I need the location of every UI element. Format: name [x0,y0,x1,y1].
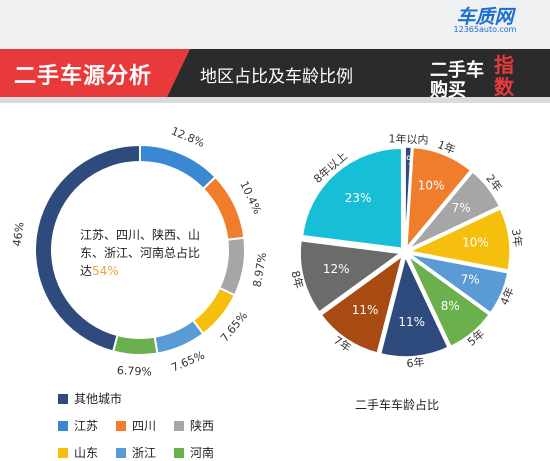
logo-line1: 二手车 [430,60,484,81]
legend-label: 其他城市 [74,392,123,406]
legend-item-1-1: 四川 [116,417,156,434]
age-slice-7 [320,254,404,354]
age-value-label-5: 8% [441,299,460,313]
legend-item-1-0: 江苏 [58,417,98,434]
age-slice-9 [301,147,403,250]
donut-slice-5 [111,333,159,356]
legend-swatch [58,421,68,431]
age-category-label-8: 8年 [288,269,306,290]
legend-label: 山东 [74,446,99,460]
donut-label-2: 8.97% [251,252,270,289]
donut-slice-6 [34,143,141,353]
age-slice-1 [405,146,472,250]
age-value-label-1: 10% [418,178,445,192]
header-shadow [0,97,550,103]
age-slice-5 [407,255,491,348]
region-donut-chart: 12.8%10.4%8.97%7.65%7.65%6.79%46% [11,124,270,378]
age-value-label-7: 11% [352,303,379,317]
age-category-label-1: 1年 [436,137,458,157]
donut-center-text: 江苏、四川、陕西、山东、浙江、河南总占比达54% [80,226,210,280]
legend-label: 江苏 [74,419,99,433]
age-value-label-6: 11% [398,315,425,329]
age-category-label-6: 6年 [406,355,425,371]
donut-label-0: 12.8% [169,124,206,150]
logo-site-url: 12365auto.com [453,25,517,34]
donut-slice-4 [153,318,205,355]
age-slice-3 [407,207,511,271]
donut-label-4: 7.65% [169,349,206,375]
legend-swatch [174,421,184,431]
age-value-label-9: 23% [345,191,372,205]
legend-label: 四川 [132,419,157,433]
age-slice-0 [404,146,413,248]
legend-swatch [116,448,126,458]
legend-swatch [116,421,126,431]
logo-line2: 购买 [430,80,466,101]
donut-slice-2 [218,236,246,297]
legend-label: 河南 [190,446,215,460]
age-chart-title: 二手车车龄占比 [355,398,440,412]
legend-swatch [174,448,184,458]
age-value-label-8: 12% [323,262,350,276]
section-subtitle: 地区占比及车龄比例 [200,67,353,87]
legend-swatch [58,394,68,404]
age-value-label-4: 7% [461,273,480,287]
age-category-label-3: 3年 [509,228,525,248]
legend-swatch [58,448,68,458]
logo-site-name: 车质网 [456,6,514,28]
logo-index-label: 指数 [494,53,514,99]
donut-center-prefix: 江苏、四川、陕西、山东、浙江、河南总占比达 [80,228,201,278]
legend-label: 浙江 [132,446,157,460]
donut-label-1: 10.4% [237,179,264,216]
section-tag-label: 二手车源分析 [14,64,153,89]
section-tag [0,49,190,97]
donut-label-6: 46% [11,221,27,247]
legend-item-1-2: 陕西 [174,417,214,434]
legend-label: 陕西 [190,419,215,433]
donut-label-5: 6.79% [117,364,153,379]
age-value-label-3: 10% [462,236,489,250]
age-category-label-4: 4年 [497,285,517,307]
age-slice-2 [408,170,501,250]
age-slice-8 [299,239,403,314]
age-category-label-0: 1年以内 [388,131,428,146]
age-slice-4 [409,253,509,314]
legend-item-0-0: 其他城市 [58,390,122,407]
donut-slice-0 [139,143,217,191]
donut-center-value: 54% [92,264,119,278]
age-value-label-2: 7% [452,201,471,215]
age-slice-6 [379,254,450,358]
